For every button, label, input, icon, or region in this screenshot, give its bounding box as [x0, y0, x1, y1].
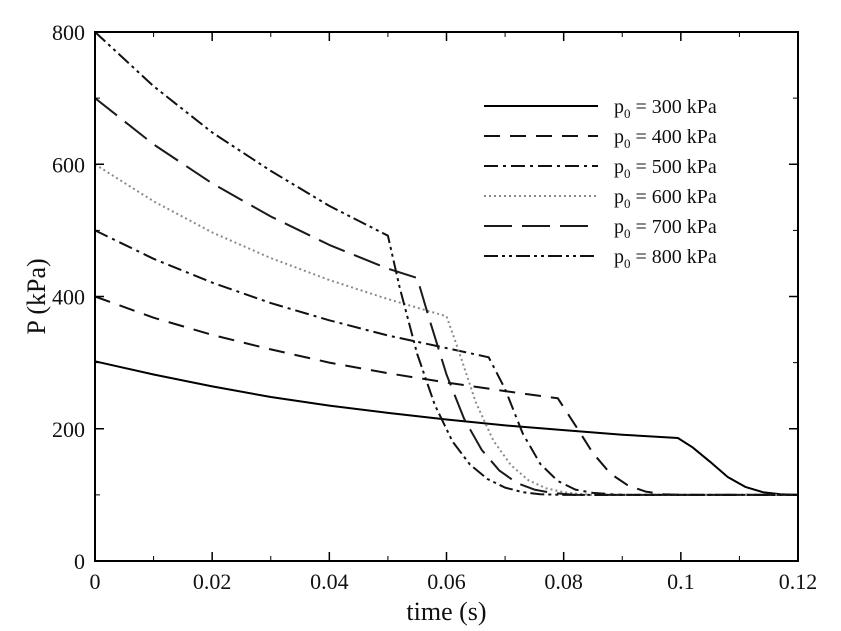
legend-subscript: 0	[624, 106, 631, 121]
y-axis-ticks: 0 200 400 600 800	[52, 20, 798, 574]
y-tick-label: 400	[52, 285, 85, 310]
legend-label-4: p0 = 600 kPa	[614, 186, 717, 211]
legend-subscript: 0	[624, 166, 631, 181]
series-line-6	[94, 31, 798, 496]
x-tick-label: 0.02	[193, 569, 232, 594]
legend-value: = 700 kPa	[631, 216, 717, 238]
legend-label-3: p0 = 500 kPa	[614, 156, 717, 181]
y-tick-label: 800	[52, 20, 85, 45]
legend-label-2: p0 = 400 kPa	[614, 126, 717, 151]
x-tick-label: 0.12	[779, 569, 818, 594]
series-line-2	[94, 295, 798, 496]
legend-symbol: p	[614, 246, 624, 268]
series-line-1	[94, 360, 799, 496]
legend-label-1: p0 = 300 kPa	[614, 96, 717, 121]
x-axis-ticks: 0 0.02 0.04 0.06 0.08 0.1 0.12	[90, 32, 818, 594]
y-tick-label: 200	[52, 417, 85, 442]
legend-symbol: p	[614, 96, 624, 118]
y-tick-label: 0	[74, 549, 85, 574]
legend-value: = 500 kPa	[631, 156, 717, 178]
series-line-3	[94, 229, 798, 496]
legend-value: = 600 kPa	[631, 186, 717, 208]
legend-subscript: 0	[624, 196, 631, 211]
legend-subscript: 0	[624, 226, 631, 241]
legend-value: = 300 kPa	[631, 96, 717, 118]
series-line-4	[94, 163, 798, 496]
x-axis-label: time (s)	[406, 597, 486, 626]
y-axis-label: P (kPa)	[22, 258, 51, 334]
x-tick-label: 0.04	[310, 569, 349, 594]
legend-label-5: p0 = 700 kPa	[614, 216, 717, 241]
x-tick-label: 0	[90, 569, 101, 594]
x-tick-label: 0.08	[544, 569, 583, 594]
legend-value: = 400 kPa	[631, 126, 717, 148]
legend-value: = 800 kPa	[631, 246, 717, 268]
legend-symbol: p	[614, 126, 624, 148]
legend-symbol: p	[614, 216, 624, 238]
x-tick-label: 0.06	[427, 569, 466, 594]
legend-label-6: p0 = 800 kPa	[614, 246, 717, 271]
series-line-5	[94, 97, 798, 496]
series-layer	[94, 31, 799, 496]
legend-subscript: 0	[624, 136, 631, 151]
x-tick-label: 0.1	[667, 569, 695, 594]
legend-symbol: p	[614, 156, 624, 178]
legend-symbol: p	[614, 186, 624, 208]
y-tick-label: 600	[52, 152, 85, 177]
legend-subscript: 0	[624, 256, 631, 271]
